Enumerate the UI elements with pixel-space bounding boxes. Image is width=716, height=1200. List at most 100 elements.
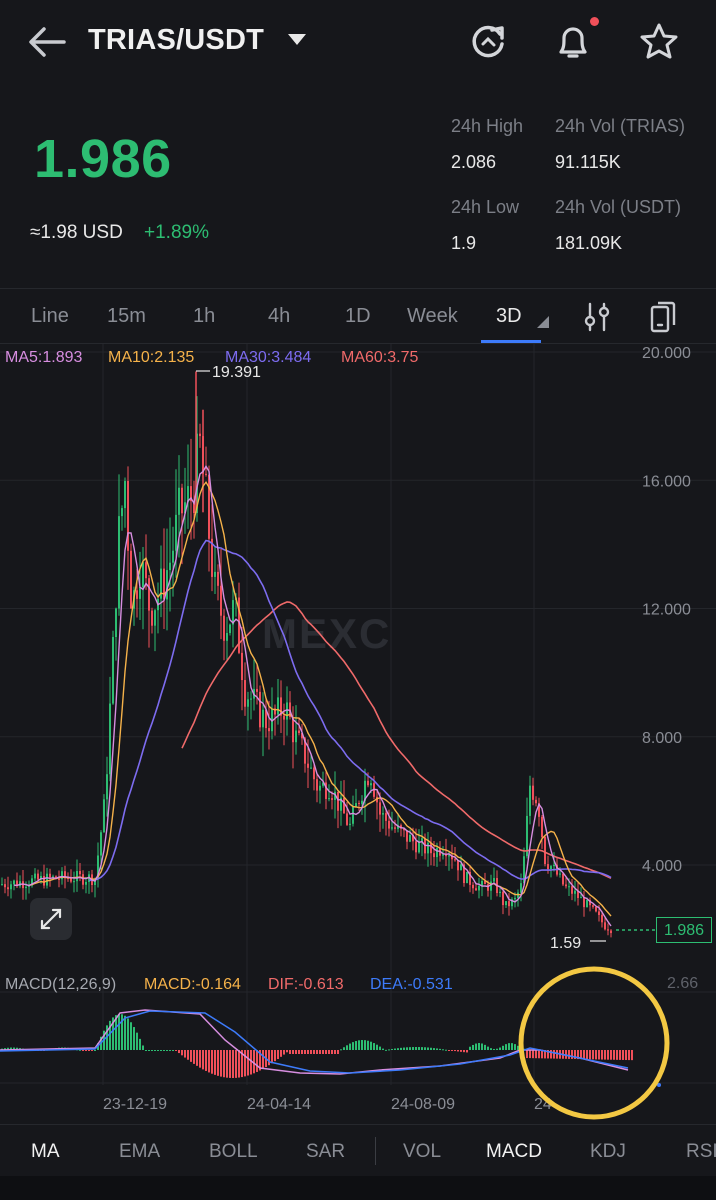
tab-1h[interactable]: 1h (193, 305, 216, 327)
macd-histogram-bar (517, 1045, 519, 1050)
macd-histogram-bar (238, 1050, 240, 1078)
macd-histogram-bar (127, 1018, 129, 1050)
candle-body (421, 838, 423, 842)
candle-body (118, 516, 120, 609)
indicator-kdj[interactable]: KDJ (590, 1141, 626, 1162)
macd-histogram-bar (616, 1050, 618, 1060)
candle-body (247, 699, 249, 707)
tab-3d-caret-icon (537, 316, 549, 328)
copy-icon[interactable] (648, 299, 678, 335)
candle-body (46, 873, 48, 886)
refresh-icon[interactable] (466, 20, 510, 64)
macd-histogram-bar (490, 1048, 492, 1050)
time-axis-label: 23-12-19 (103, 1096, 167, 1113)
candle-body (214, 571, 216, 577)
ma5-line (13, 464, 612, 927)
macd-histogram-bar (223, 1050, 225, 1078)
arrow-left-icon[interactable] (26, 22, 68, 62)
tab-3d[interactable]: 3D (496, 305, 522, 327)
candle-body (472, 884, 474, 889)
fullscreen-button[interactable] (30, 898, 72, 940)
macd-histogram-bar (631, 1050, 633, 1061)
pair-dropdown-icon[interactable] (288, 34, 306, 45)
candle-body (343, 797, 345, 814)
macd-histogram-bar (538, 1050, 540, 1059)
dif-line (0, 1009, 629, 1075)
candle-body (16, 880, 18, 887)
bell-icon[interactable] (551, 20, 595, 64)
indicator-rsi[interactable]: RSI (686, 1141, 716, 1162)
macd-histogram-bar (136, 1032, 138, 1050)
ma60-line (181, 601, 612, 880)
candle-body (379, 802, 381, 815)
candle-body (463, 864, 465, 884)
candle-body (544, 837, 546, 865)
candle-body (505, 901, 507, 906)
timeframe-bar: Line 15m 1h 4h 1D Week 3D (0, 288, 716, 344)
candle-body (550, 866, 552, 870)
macd-histogram-bar (508, 1043, 510, 1050)
macd-histogram-bar (94, 1050, 96, 1051)
candle-body (457, 860, 459, 871)
candlestick-chart[interactable]: MEXC 20.000 16.000 12.000 8.000 4.000 2.66 23… (0, 344, 716, 1124)
candle-body (121, 508, 123, 517)
candle-body (409, 834, 411, 842)
candle-body (82, 874, 84, 885)
candle-body (256, 688, 258, 692)
candle-body (154, 610, 156, 626)
tab-1d[interactable]: 1D (345, 305, 371, 327)
high-label: 24h High (451, 116, 524, 136)
indicator-ma[interactable]: MA (31, 1141, 60, 1162)
indicator-sar[interactable]: SAR (306, 1141, 346, 1162)
candle-body (160, 568, 162, 599)
macd-histogram-bar (91, 1050, 93, 1051)
indicator-vol[interactable]: VOL (403, 1141, 442, 1162)
low-value: 1.9 (451, 233, 477, 253)
macd-histogram-bar (418, 1047, 420, 1050)
candle-body (475, 888, 477, 891)
macd-histogram-bar (286, 1050, 288, 1053)
candle-body (433, 853, 435, 858)
candle-body (610, 930, 612, 934)
ma-lines (13, 464, 612, 927)
candle-body (109, 703, 111, 775)
indicator-settings-icon[interactable] (582, 301, 612, 333)
macd-histogram-bar (301, 1050, 303, 1054)
candle-body (130, 550, 132, 609)
macd-histogram-bar (511, 1043, 513, 1050)
macd-histogram-bar (628, 1050, 630, 1061)
last-price: 1.986 (34, 129, 172, 189)
macd-histogram-bar (217, 1050, 219, 1076)
indicator-ema[interactable]: EMA (119, 1141, 161, 1162)
candle-body (466, 871, 468, 884)
tab-week[interactable]: Week (407, 305, 458, 327)
pair-title[interactable]: TRIAS/USDT (88, 24, 264, 56)
macd-histogram-bar (409, 1047, 411, 1050)
star-icon[interactable] (637, 20, 681, 64)
candle-body (79, 871, 81, 875)
macd-histogram-bar (565, 1050, 567, 1059)
candle-body (67, 877, 69, 879)
candle-body (226, 633, 228, 641)
candle-body (316, 779, 318, 791)
tab-4h[interactable]: 4h (268, 305, 291, 327)
macd-histogram-bar (454, 1050, 456, 1052)
tab-15m[interactable]: 15m (107, 305, 146, 327)
macd-scale-label: 2.66 (667, 975, 698, 992)
candle-body (364, 780, 366, 801)
macd-histogram-bar (556, 1050, 558, 1059)
indicator-macd[interactable]: MACD (486, 1141, 542, 1162)
candle-body (112, 637, 114, 704)
candle-body (607, 929, 609, 931)
candle-body (277, 697, 279, 715)
candle-body (328, 798, 330, 800)
indicator-boll[interactable]: BOLL (209, 1141, 258, 1162)
candles (1, 371, 612, 938)
candle-body (268, 728, 270, 732)
vol-quote-value: 181.09K (555, 233, 623, 253)
macd-histogram-bar (82, 1050, 84, 1051)
tab-line[interactable]: Line (31, 305, 69, 327)
candle-body (454, 859, 456, 861)
candle-body (190, 486, 192, 502)
macd-histogram-bar (358, 1040, 360, 1050)
